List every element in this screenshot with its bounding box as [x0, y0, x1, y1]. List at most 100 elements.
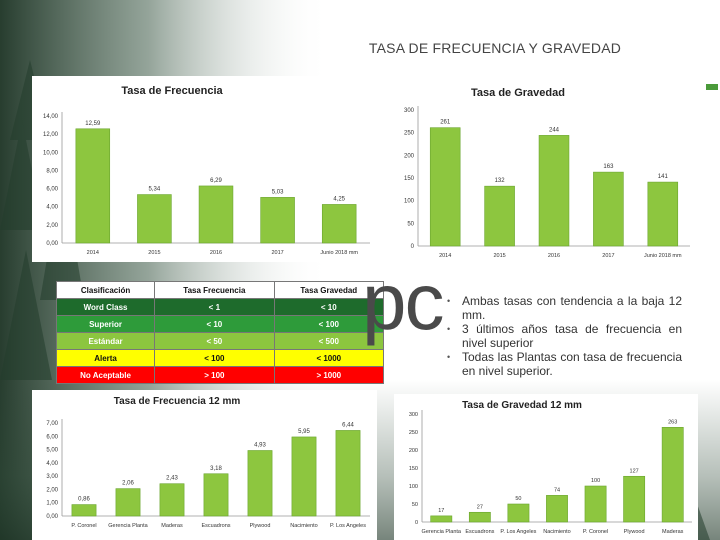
chart-title: Tasa de Gravedad 12 mm: [462, 400, 582, 411]
data-label: 74: [554, 487, 560, 493]
data-label: 6,29: [210, 178, 222, 184]
data-label: 141: [658, 174, 669, 180]
y-tick-label: 7,00: [46, 421, 58, 427]
bullet-list: Ambas tasas con tendencia a la baja 12 m…: [444, 294, 682, 378]
x-category-label: Plywood: [250, 523, 271, 529]
x-category-label: Junio 2018 mm: [320, 250, 358, 256]
data-label: 50: [515, 496, 521, 502]
data-label: 6,44: [342, 422, 354, 428]
data-label: 4,93: [254, 443, 266, 449]
data-label: 100: [591, 478, 600, 484]
chart-title: Tasa de Frecuencia: [121, 85, 223, 97]
x-category-label: P. Los Angeles: [500, 529, 536, 535]
x-category-label: P. Los Angeles: [330, 523, 366, 529]
data-label: 5,03: [272, 189, 284, 195]
bar-2015: [137, 194, 172, 244]
chart-tasa-gravedad-12mm: Tasa de Gravedad 12 mm 0 50 100 150 200 250 300…: [394, 394, 698, 540]
x-category-label: Escuadrons: [465, 529, 494, 535]
data-label: 27: [477, 504, 483, 510]
x-category-label: P. Coronel: [71, 523, 96, 529]
classification-row: Estándar < 50 < 500: [55, 332, 385, 350]
classification-row: Superior < 10 < 100: [55, 315, 385, 333]
bar-nacimiento: [291, 436, 317, 517]
frecuencia-limit-cell: > 100: [154, 366, 275, 384]
accent-bar: [706, 84, 718, 90]
y-tick-label: 300: [409, 412, 418, 418]
bar-gerencia-planta: [430, 515, 453, 523]
header-clasificacion: Clasificación: [55, 281, 156, 299]
data-label: 5,34: [149, 187, 161, 193]
bar-p-coronel: [584, 485, 607, 523]
x-category-label: Gerencia Planta: [422, 529, 462, 535]
bullet-item: Ambas tasas con tendencia a la baja 12 m…: [444, 294, 682, 322]
x-category-label: Nacimiento: [543, 529, 571, 535]
classification-row: Word Class < 1 < 10: [55, 298, 385, 316]
y-tick-label: 2,00: [46, 487, 58, 493]
bar-2016: [538, 135, 570, 247]
x-category-label: Maderas: [161, 523, 183, 529]
y-tick-label: 50: [412, 502, 418, 508]
y-tick-label: 1,00: [46, 501, 58, 507]
bullet-item: Todas las Plantas con tasa de frecuencia…: [444, 350, 682, 378]
data-label: 2,06: [122, 481, 134, 487]
bullet-item: 3 últimos años tasa de frecuencia en niv…: [444, 322, 682, 350]
data-label: 263: [668, 419, 677, 425]
x-category-label: Maderas: [662, 529, 684, 535]
classification-name-cell: Alerta: [55, 349, 156, 367]
chart-tasa-frecuencia-svg: Tasa de Frecuencia 0,00 2,00 4,00 6,00 8,00 10…: [43, 85, 370, 256]
x-category-label: 2017: [602, 253, 614, 259]
bar-2014: [429, 127, 461, 247]
classification-name-cell: No Aceptable: [55, 366, 156, 384]
classification-table: Clasificación Tasa Frecuencia Tasa Grave…: [55, 281, 385, 384]
data-label: 261: [440, 120, 451, 126]
y-tick-label: 6,00: [46, 434, 58, 440]
y-tick-label: 0,00: [46, 514, 58, 520]
bar-plywood: [623, 475, 646, 523]
bar-2015: [484, 185, 515, 247]
frecuencia-limit-cell: < 10: [154, 315, 275, 333]
gravedad-limit-cell: < 1000: [273, 349, 385, 367]
y-tick-label: 0: [415, 520, 418, 526]
header-tasa-frecuencia: Tasa Frecuencia: [154, 281, 275, 299]
chart-tasa-frecuencia-12mm-svg: Tasa de Frecuencia 12 mm 0,00 1,00 2,00 3,00…: [46, 396, 370, 529]
y-tick-label: 0,00: [46, 241, 58, 247]
x-category-label: Junio 2018 mm: [644, 253, 682, 259]
gravedad-limit-cell: > 1000: [273, 366, 385, 384]
table-header-row: Clasificación Tasa Frecuencia Tasa Grave…: [55, 281, 385, 299]
x-category-label: 2016: [548, 253, 560, 259]
data-label: 4,25: [333, 196, 345, 202]
data-label: 127: [630, 468, 639, 474]
bar-2017: [260, 197, 295, 244]
x-category-label: 2014: [439, 253, 451, 259]
y-tick-label: 200: [404, 153, 415, 159]
bar-plywood: [247, 450, 273, 517]
chart-tasa-gravedad: Tasa de Gravedad 0 50 100 150 200 250 300 261 201…: [390, 76, 698, 262]
large-text-fragment: pc: [362, 257, 444, 346]
y-tick-label: 12,00: [43, 132, 59, 138]
chart-tasa-gravedad-12mm-svg: Tasa de Gravedad 12 mm 0 50 100 150 200 250 300…: [409, 400, 692, 535]
x-category-label: 2017: [271, 250, 283, 256]
data-label: 5,95: [298, 429, 310, 435]
y-tick-label: 3,00: [46, 474, 58, 480]
header-tasa-gravedad: Tasa Gravedad: [273, 281, 385, 299]
y-tick-label: 50: [407, 221, 414, 227]
classification-name-cell: Superior: [55, 315, 156, 333]
bar-gerencia-planta: [115, 488, 141, 517]
data-label: 163: [603, 164, 614, 170]
bar-maderas: [661, 427, 684, 523]
y-tick-label: 5,00: [46, 448, 58, 454]
chart-tasa-gravedad-svg: Tasa de Gravedad 0 50 100 150 200 250 300 261 201…: [404, 87, 690, 259]
chart-title: Tasa de Frecuencia 12 mm: [114, 396, 241, 407]
y-tick-label: 100: [409, 484, 418, 490]
y-tick-label: 250: [404, 131, 415, 137]
y-tick-label: 0: [411, 244, 415, 250]
bar-p-los-angeles: [335, 430, 361, 517]
bar-nacimiento: [546, 495, 568, 523]
y-tick-label: 150: [409, 466, 418, 472]
bar-p-coronel: [71, 504, 97, 517]
x-category-label: Gerencia Planta: [108, 523, 148, 529]
x-category-label: 2015: [148, 250, 160, 256]
chart-tasa-frecuencia-12mm: Tasa de Frecuencia 12 mm 0,00 1,00 2,00 3,00…: [32, 390, 377, 540]
y-tick-label: 8,00: [46, 168, 58, 174]
y-tick-label: 4,00: [46, 205, 58, 211]
